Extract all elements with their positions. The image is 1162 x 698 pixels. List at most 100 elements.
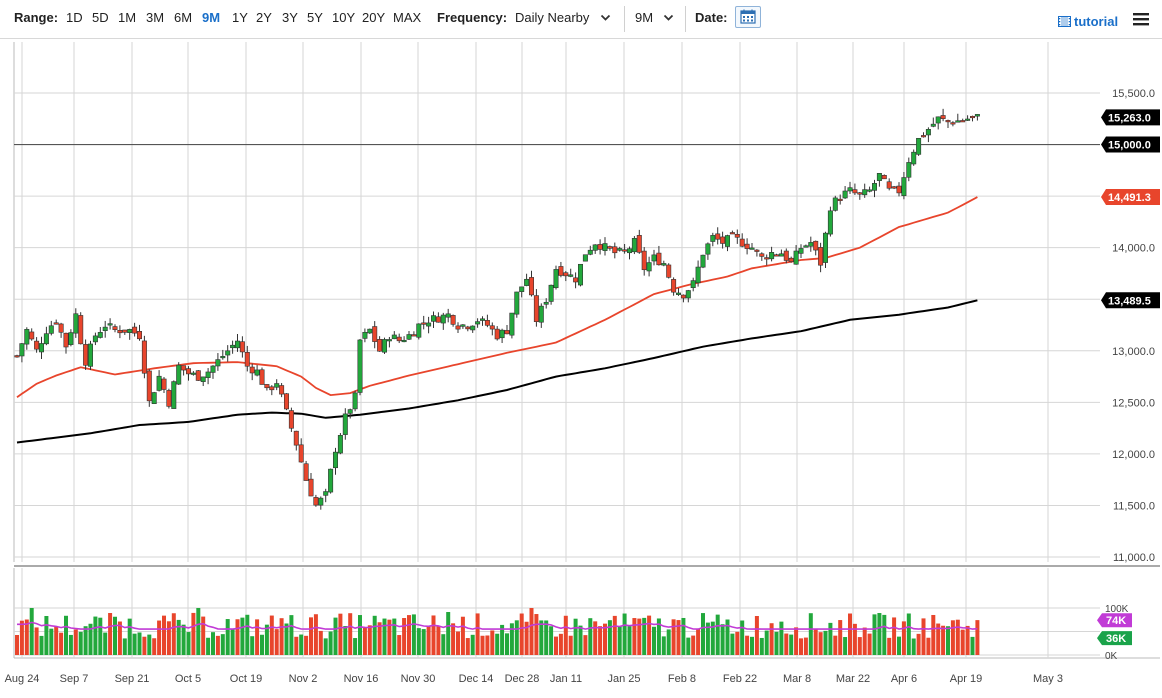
range-button-max[interactable]: MAX [393,10,422,25]
volume-bar [328,631,333,655]
candle-body [744,243,750,249]
candle-body [318,497,324,506]
volume-bar [255,619,260,655]
volume-bar [220,634,225,655]
candle-body [122,329,128,333]
candle-body [568,274,574,277]
period-select[interactable]: 9M [635,10,654,25]
volume-bar [691,635,696,655]
volume-bar [64,615,68,655]
range-button-10y[interactable]: 10Y [332,10,356,25]
volume-bar [720,624,725,655]
range-button-9m[interactable]: 9M [202,10,221,25]
range-button-1m[interactable]: 1M [118,10,137,25]
candle-body [612,246,618,254]
candle-body [259,369,265,385]
volume-bar [103,632,108,655]
candle-body [720,236,726,244]
chevron-down-icon[interactable] [663,12,674,23]
price-chart[interactable]: 11,000.0 11,500.0 12,000.0 12,500.0 13,000.0… [0,39,1162,698]
volume-bar [446,612,451,655]
candle-body [352,392,358,410]
range-button-2y[interactable]: 2Y [256,10,272,25]
volume-bar [911,638,916,655]
price-label-text: 15,263.0 [1108,112,1151,124]
candle-body [406,334,412,340]
volume-bar [436,626,441,655]
range-button-20y[interactable]: 20Y [362,10,386,25]
range-button-3y[interactable]: 3Y [282,10,298,25]
volume-bar [607,620,612,655]
volume-bar [803,637,808,655]
candle-body [582,254,588,262]
volume-bar [83,626,88,655]
candle-body [675,292,681,295]
volume-bar [313,614,318,655]
tutorial-link[interactable]: tutorial [1074,14,1119,29]
volume-bar [171,613,176,655]
candle-body [671,279,677,293]
volume-bar [402,618,407,655]
volume-bar [764,630,769,655]
candle-body [543,301,549,305]
volume-bar [759,637,764,655]
y-tick-label: 12,000.0 [1112,449,1155,461]
range-button-3m[interactable]: 3M [146,10,165,25]
frequency-select[interactable]: Daily Nearby [515,10,590,25]
range-button-5d[interactable]: 5D [92,10,109,25]
volume-bar [656,618,661,655]
volume-bar [93,616,98,655]
volume-label-tag [1097,631,1132,646]
divider [624,6,625,32]
candle-body [298,444,304,463]
candle-body [347,409,353,414]
volume-bar [696,628,701,655]
candle-body [88,343,94,367]
volume-label-text: 74K [1106,615,1126,627]
candle-body [332,451,338,469]
volume-bar [411,614,416,655]
candle-body [832,197,838,211]
candle-body [695,266,701,284]
film-icon[interactable] [1058,16,1071,27]
range-button-1d[interactable]: 1D [66,10,83,25]
candle-body [43,333,49,345]
hamburger-menu-icon[interactable] [1133,12,1149,26]
volume-bar [799,638,803,655]
volume-bar [318,630,323,655]
chevron-down-icon[interactable] [600,12,611,23]
candle-body [886,181,892,189]
candle-body [808,242,814,247]
candle-body [602,243,608,251]
y-tick-label: 11,000.0 [1113,552,1155,564]
candle-body [235,340,241,349]
volume-bar [622,613,627,655]
volume-bar [152,638,157,655]
volume-bar [15,634,19,655]
candle-body [945,120,951,123]
volume-bar [289,615,294,655]
candle-body [837,198,843,201]
volume-bar [666,629,671,655]
date-picker-button[interactable] [735,6,761,28]
volume-bar [117,621,122,655]
volume-bar [353,638,358,655]
y-tick-label: 12,500.0 [1112,397,1155,409]
volume-bar [505,633,509,655]
volume-bar [495,633,500,655]
range-button-1y[interactable]: 1Y [232,10,248,25]
candle-body [401,339,407,343]
volume-bar [818,632,823,655]
range-button-5y[interactable]: 5Y [307,10,323,25]
candle-body [141,340,147,374]
range-button-6m[interactable]: 6M [174,10,193,25]
candle-body [592,244,598,251]
volume-bar [701,613,705,655]
candle-body [239,341,245,353]
x-tick-label: Jan 11 [550,673,582,685]
price-label-text: 15,000.0 [1108,140,1151,152]
candle-body [171,381,177,409]
volume-bar [549,626,554,655]
candle-body [969,115,975,119]
divider [685,6,686,32]
